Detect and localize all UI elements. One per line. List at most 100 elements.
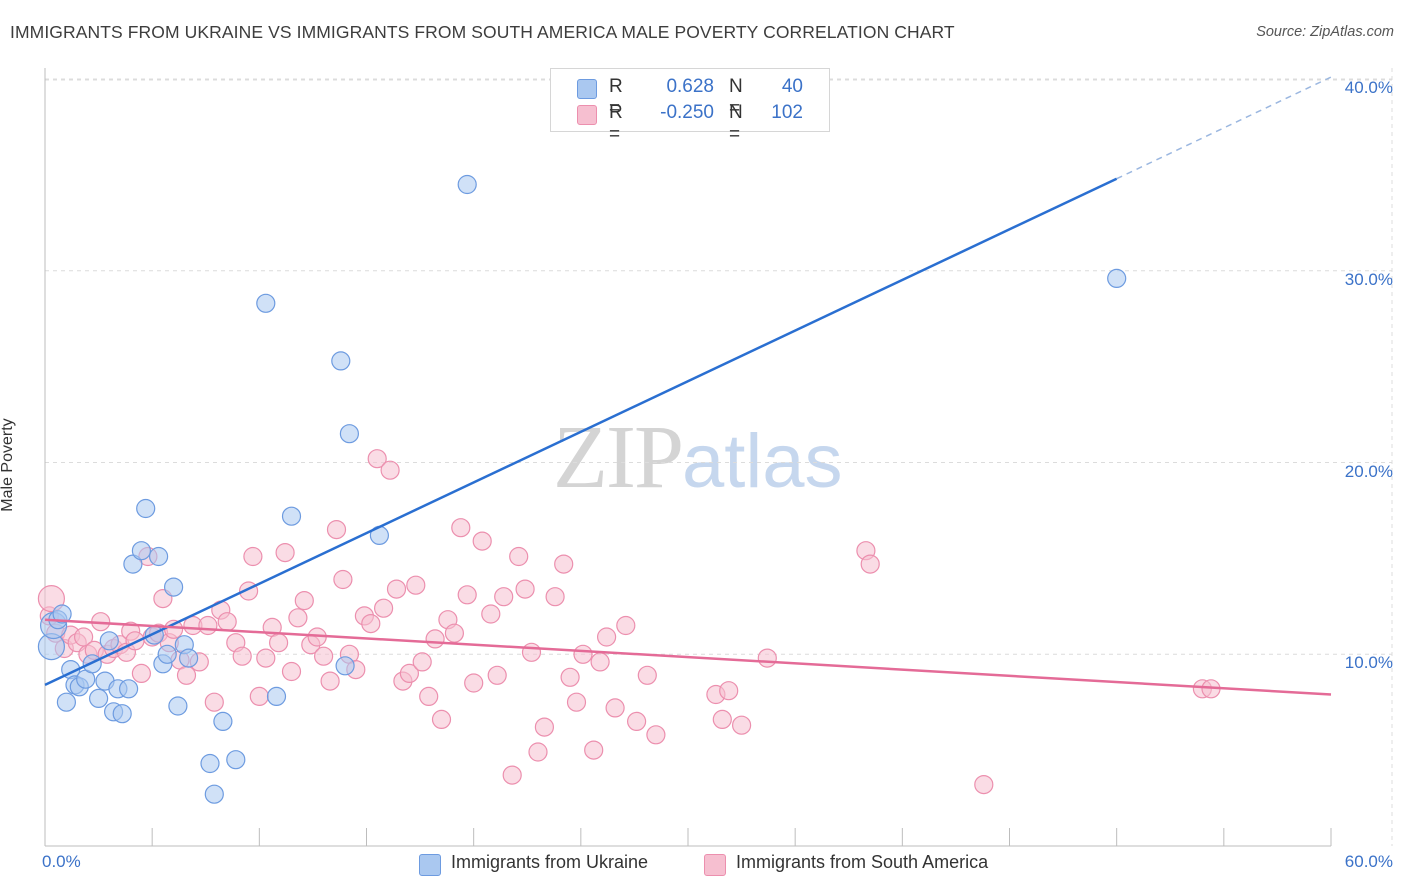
ukraine-point-16 xyxy=(119,679,139,699)
ukraine-point-28 xyxy=(200,753,220,774)
south-america-point-86 xyxy=(605,698,625,718)
south-america-point-94 xyxy=(731,715,752,735)
ukraine-point-29 xyxy=(204,784,224,804)
south-america-swatch xyxy=(577,105,597,125)
south-america-point-68 xyxy=(472,531,492,551)
south-america-point-29 xyxy=(217,612,237,632)
y-tick-label: 40.0% xyxy=(1344,78,1393,97)
south-america-point-81 xyxy=(566,692,587,712)
ukraine-point-10 xyxy=(88,688,109,709)
y-tick-label: 20.0% xyxy=(1344,461,1393,481)
trend-lines xyxy=(44,76,1332,696)
south-america-point-51 xyxy=(361,613,381,634)
ukraine-r-value: 0.628 xyxy=(666,76,714,97)
south-america-point-69 xyxy=(481,604,501,624)
south-america-point-88 xyxy=(626,711,647,732)
ukraine-point-37 xyxy=(339,424,359,444)
grid-lines xyxy=(45,68,1393,846)
south-america-point-101 xyxy=(37,584,66,613)
ukraine-point-21 xyxy=(149,546,169,567)
south-america-point-80 xyxy=(560,667,580,687)
ukraine-trend-extension xyxy=(1116,76,1332,180)
south-america-point-58 xyxy=(406,575,426,595)
ukraine-point-25 xyxy=(168,696,188,716)
south-america-point-77 xyxy=(534,717,555,737)
south-america-point-92 xyxy=(712,709,732,730)
south-america-point-83 xyxy=(584,740,604,760)
ukraine-point-18 xyxy=(131,541,151,561)
south-america-n-label: N = xyxy=(729,102,743,145)
south-america-point-76 xyxy=(528,742,548,762)
south-america-point-61 xyxy=(425,629,445,649)
y-axis-label: Male Poverty xyxy=(0,418,16,512)
ukraine-point-32 xyxy=(256,293,276,313)
y-tick-label: 30.0% xyxy=(1344,269,1393,289)
south-america-point-70 xyxy=(487,665,507,685)
ukraine-point-33 xyxy=(266,686,287,707)
ukraine-point-24 xyxy=(164,577,184,597)
south-america-point-40 xyxy=(288,608,308,628)
south-america-point-55 xyxy=(386,579,407,599)
ukraine-n-value: 40 xyxy=(781,76,803,97)
ukraine-point-36 xyxy=(335,656,355,676)
ukraine-r-label: R = xyxy=(609,76,623,119)
south-america-point-37 xyxy=(269,633,289,653)
south-america-point-52 xyxy=(367,449,387,469)
ukraine-point-39 xyxy=(457,174,477,195)
correlation-legend: R = 0.628 N = 40 R = -0.250 N = 102 xyxy=(550,68,830,145)
south-america-r-value: -0.250 xyxy=(660,102,714,123)
south-america-point-85 xyxy=(596,627,617,647)
south-america-point-35 xyxy=(256,648,276,668)
watermark: ZIPatlas xyxy=(553,406,843,509)
south-america-trend-line xyxy=(44,618,1332,696)
south-america-legend-swatch xyxy=(704,854,726,876)
south-america-point-82 xyxy=(573,644,593,664)
south-america-point-34 xyxy=(249,686,269,707)
south-america-point-54 xyxy=(380,460,400,480)
south-america-point-95 xyxy=(757,648,777,668)
ukraine-point-31 xyxy=(226,750,246,770)
ukraine-n-label: N = xyxy=(729,76,743,119)
south-america-point-74 xyxy=(515,579,535,599)
watermark-atlas: atlas xyxy=(682,419,843,504)
ukraine-point-23 xyxy=(157,644,177,664)
south-america-point-15 xyxy=(131,663,151,684)
ukraine-point-4 xyxy=(56,692,77,712)
south-america-point-66 xyxy=(457,585,477,605)
south-america-point-46 xyxy=(326,519,347,540)
south-america-points xyxy=(37,449,1221,795)
south-america-point-33 xyxy=(243,546,263,567)
south-america-legend-label: Immigrants from South America xyxy=(736,852,989,872)
ukraine-point-40 xyxy=(1107,268,1127,288)
source-label: Source: ZipAtlas.com xyxy=(1256,24,1394,40)
south-america-point-71 xyxy=(494,587,514,607)
axes xyxy=(44,68,1332,847)
south-america-point-84 xyxy=(590,652,610,672)
south-america-point-87 xyxy=(616,615,636,636)
south-america-n-value: 102 xyxy=(771,102,803,123)
ukraine-legend-label: Immigrants from Ukraine xyxy=(451,852,649,872)
ukraine-legend-swatch xyxy=(419,854,441,876)
south-america-point-78 xyxy=(545,587,565,607)
south-america-point-60 xyxy=(419,686,439,707)
south-america-point-47 xyxy=(333,569,353,590)
south-america-point-62 xyxy=(431,709,452,730)
ukraine-point-19 xyxy=(136,498,156,519)
south-america-point-44 xyxy=(314,646,334,666)
south-america-point-67 xyxy=(464,673,484,693)
ukraine-point-35 xyxy=(331,351,351,371)
chart-title: IMMIGRANTS FROM UKRAINE VS IMMIGRANTS FR… xyxy=(10,22,955,42)
south-america-point-53 xyxy=(374,598,394,618)
south-america-point-31 xyxy=(232,646,252,666)
south-america-point-73 xyxy=(509,546,529,567)
x-tick-label: 60.0% xyxy=(1344,852,1393,871)
ukraine-point-12 xyxy=(99,631,119,651)
south-america-point-93 xyxy=(719,681,739,701)
south-america-point-90 xyxy=(646,725,666,745)
watermark-zip: ZIP xyxy=(553,408,684,507)
ukraine-point-15 xyxy=(112,704,132,724)
south-america-point-27 xyxy=(204,692,224,712)
south-america-point-65 xyxy=(451,518,471,538)
south-america-point-26 xyxy=(198,615,218,636)
south-america-point-23 xyxy=(176,665,197,685)
